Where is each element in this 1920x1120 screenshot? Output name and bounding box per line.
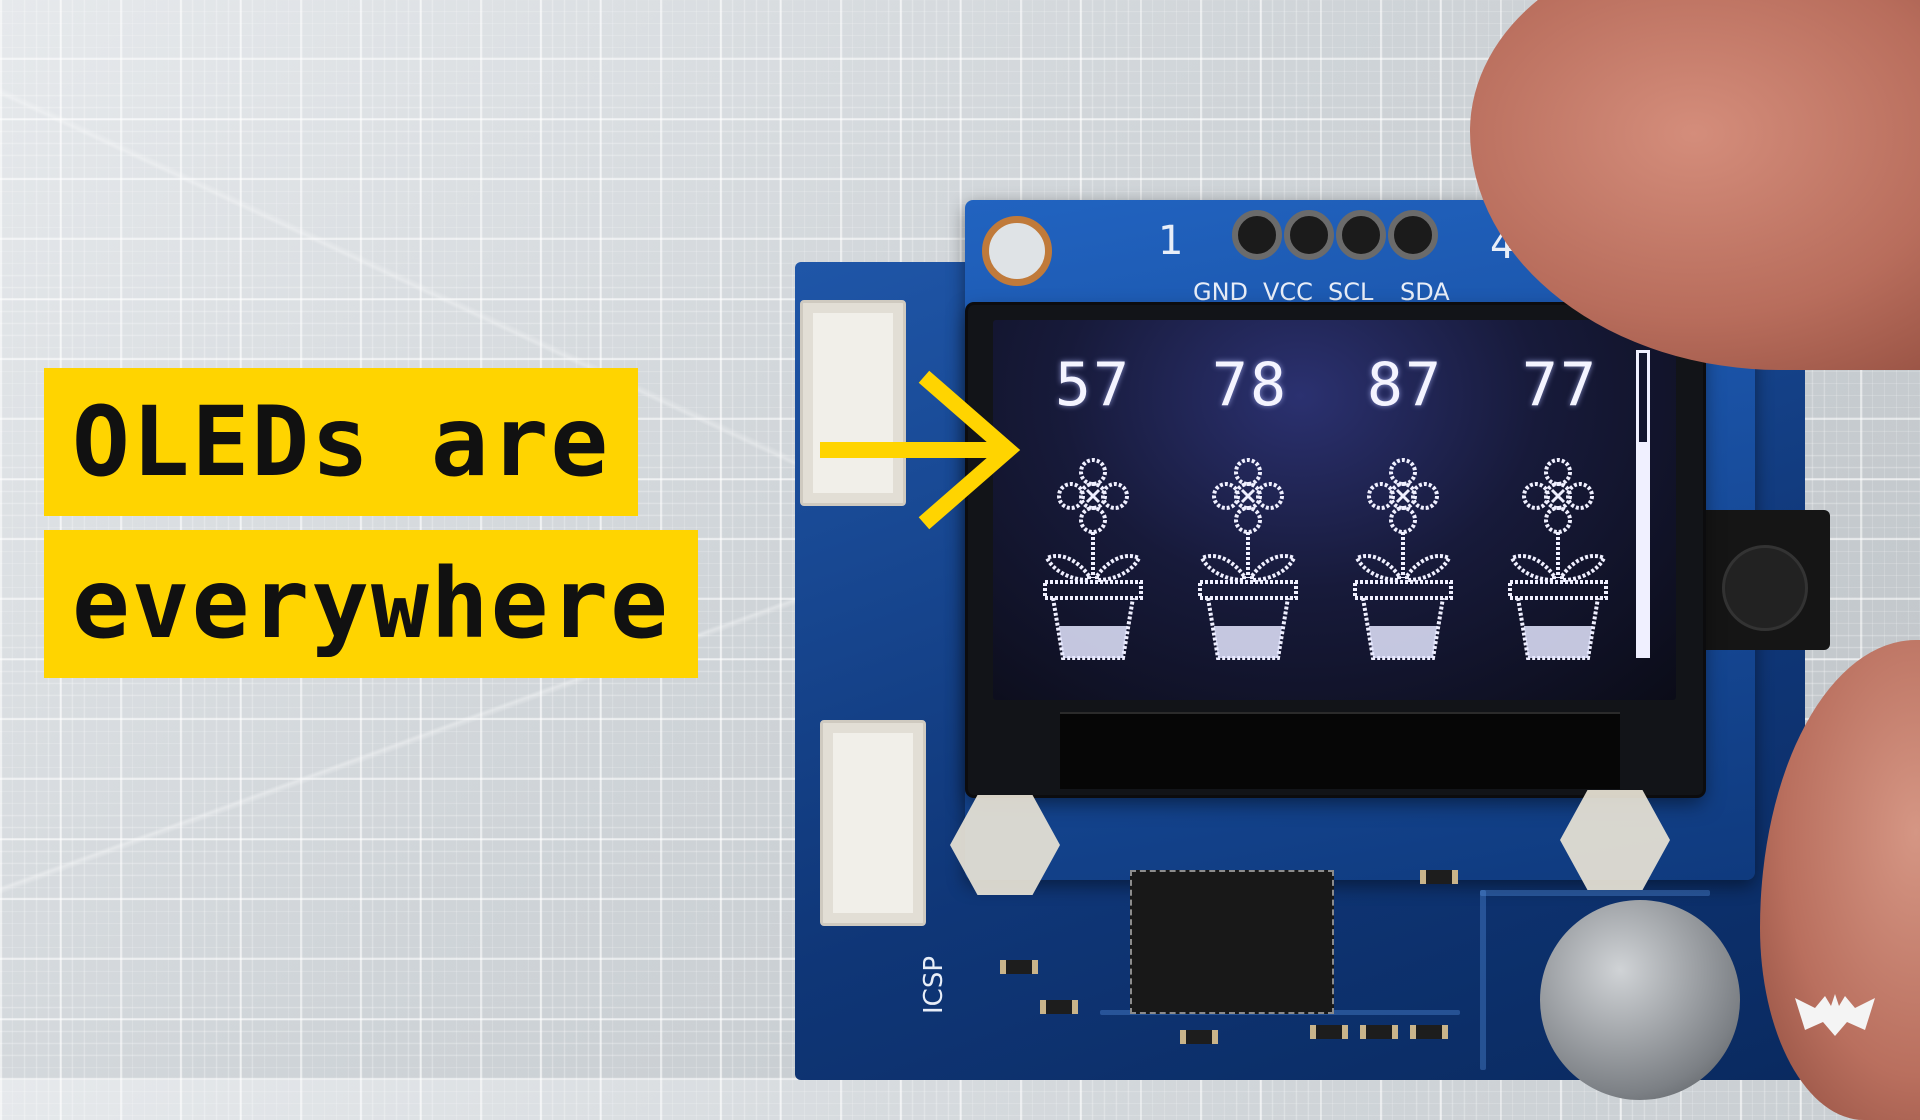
caption-line-2: everywhere xyxy=(44,530,698,678)
smd-component xyxy=(1360,1025,1398,1039)
smd-component xyxy=(1420,870,1458,884)
flower-pot-icon xyxy=(1198,458,1298,660)
pcb-trace xyxy=(1480,890,1486,1070)
smd-component xyxy=(1410,1025,1448,1039)
ic-chip xyxy=(1130,870,1334,1014)
coin-cell-battery xyxy=(1540,900,1740,1100)
flower-pot-icon xyxy=(1043,458,1143,660)
smd-component xyxy=(1180,1030,1218,1044)
pin-name-sda: SDA xyxy=(1400,278,1450,306)
level-bar-fill xyxy=(1636,442,1650,658)
reading-3: 87 xyxy=(1366,350,1444,420)
header-pin-scl xyxy=(1336,210,1386,260)
nylon-standoff-right xyxy=(1560,790,1670,890)
silkscreen-icsp: ICSP xyxy=(919,955,950,1015)
flower-pot-icon xyxy=(1508,458,1608,660)
header-pin-sda xyxy=(1388,210,1438,260)
reading-1: 57 xyxy=(1054,350,1132,420)
pcb-trace xyxy=(1480,890,1710,896)
tactile-button-cap xyxy=(1722,545,1808,631)
oled-flex-cable xyxy=(1060,712,1620,789)
smd-component xyxy=(1310,1025,1348,1039)
arrow-right-icon xyxy=(820,370,1021,530)
pin-label-first: 1 xyxy=(1158,218,1184,264)
smd-component xyxy=(1000,960,1038,974)
jst-connector-upper xyxy=(800,300,906,506)
pin-name-vcc: VCC xyxy=(1263,278,1313,306)
reading-4: 77 xyxy=(1521,350,1599,420)
smd-component xyxy=(1040,1000,1078,1014)
flower-pot-icon xyxy=(1353,458,1453,660)
mounting-hole xyxy=(982,216,1052,286)
pin-name-scl: SCL xyxy=(1328,278,1374,306)
reading-2: 78 xyxy=(1211,350,1289,420)
header-pin-vcc xyxy=(1284,210,1334,260)
jst-connector-lower xyxy=(820,720,926,926)
pin-name-gnd: GND xyxy=(1193,278,1249,306)
header-pin-gnd xyxy=(1232,210,1282,260)
caption-line-1: OLEDs are xyxy=(44,368,639,516)
bat-logo-icon xyxy=(1795,994,1875,1036)
